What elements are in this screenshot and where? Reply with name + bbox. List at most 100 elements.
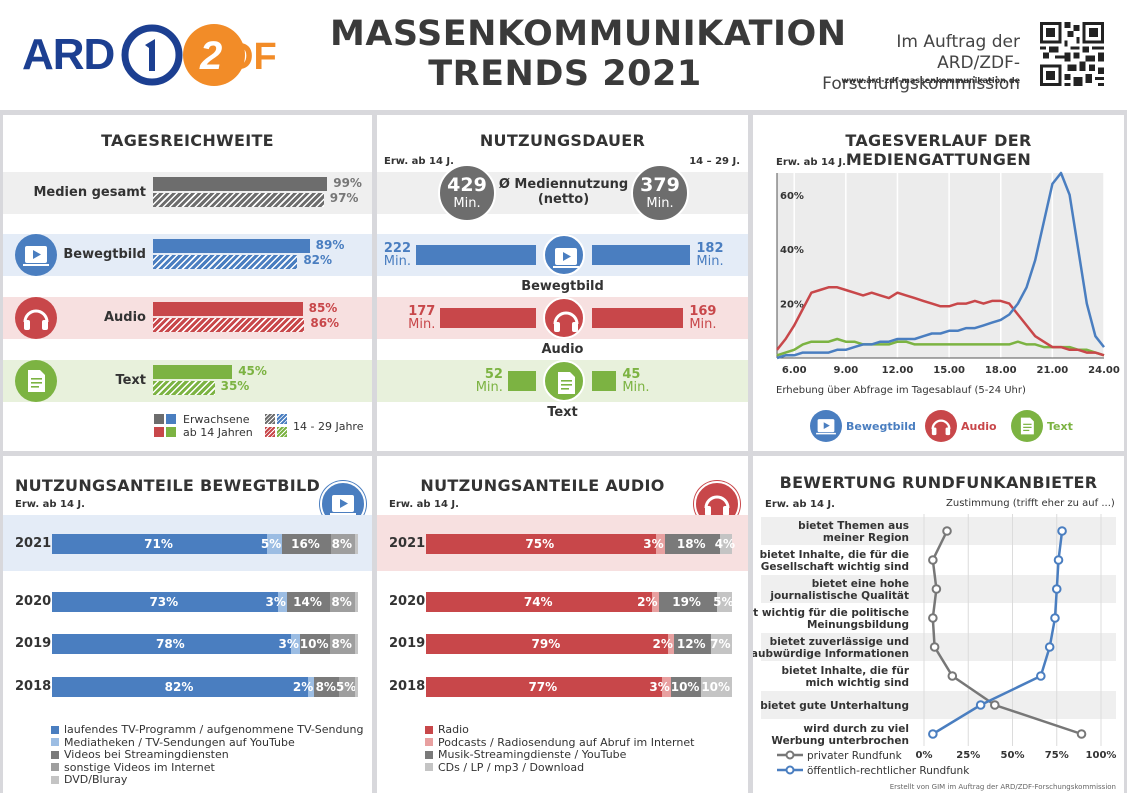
duration-value-adults: 52 Min. xyxy=(475,367,503,395)
legend-item: CDs / LP / mp3 / Download xyxy=(425,761,584,774)
tagesverlauf-note: Erhebung über Abfrage im Tagesablauf (5-… xyxy=(776,385,1026,396)
bar-segment: 19% xyxy=(658,592,717,612)
legend-swatch xyxy=(51,775,59,784)
bar-segment: 2% xyxy=(652,634,674,654)
rating-point xyxy=(1044,642,1055,652)
bar-segment-label: 2% xyxy=(637,595,658,609)
rating-point xyxy=(1036,671,1046,681)
reach-bar-young xyxy=(153,193,324,207)
statement-label: bietet Themen aus meiner Region xyxy=(798,520,909,544)
legend-item: DVD/Bluray xyxy=(51,773,127,786)
duration-category-label: Text xyxy=(547,405,578,420)
rating-point xyxy=(931,584,942,594)
bar-segment: 5% xyxy=(261,534,283,554)
legend-swatch xyxy=(51,725,59,734)
bar-segment-label: 5% xyxy=(260,537,282,551)
legend-swatch-text xyxy=(166,427,176,437)
bar-segment-label: 3% xyxy=(643,537,664,551)
rating-point xyxy=(1057,526,1067,536)
bar-segment-label: 3% xyxy=(649,680,670,694)
legend-label: privater Rundfunk xyxy=(807,750,903,762)
audio-anteile-title: NUTZUNGSANTEILE AUDIO xyxy=(420,476,665,495)
legend-label: sonstige Videos im Internet xyxy=(64,760,215,774)
legend-hatch-text xyxy=(277,427,287,437)
bewegtbild-anteile-panel: NUTZUNGSANTEILE BEWEGTBILD Erw. ab 14 J.… xyxy=(3,456,372,793)
right-group-label: 14 – 29 J. xyxy=(689,156,740,167)
y-tick-label: 40% xyxy=(780,245,804,256)
reach-bar-young xyxy=(153,318,305,332)
year-label: 2018 xyxy=(389,679,426,694)
svg-text:DF: DF xyxy=(226,36,277,78)
headphones-icon xyxy=(15,297,57,339)
document-icon xyxy=(15,360,57,402)
bar-segment: 8% xyxy=(330,634,355,654)
duration-value-young: 182 Min. xyxy=(696,241,724,269)
reach-bar-adults xyxy=(153,302,303,316)
legend-item: Radio xyxy=(425,723,469,736)
legend-item: Podcasts / Radiosendung auf Abruf im Int… xyxy=(425,736,694,749)
bar-segment xyxy=(354,634,358,654)
reach-value-young: 35% xyxy=(220,379,250,393)
bewegtbild-anteile-title: NUTZUNGSANTEILE BEWEGTBILD xyxy=(14,476,321,495)
nutzungsdauer-panel: NUTZUNGSDAUER Erw. ab 14 J. 14 – 29 J. 4… xyxy=(377,115,748,451)
bar-segment-label: 3% xyxy=(265,595,286,609)
year-label: 2020 xyxy=(15,594,52,609)
legend-item: Videos bei Streamingdiensten xyxy=(51,748,229,761)
reach-label: Text xyxy=(115,373,146,388)
legend-label: DVD/Bluray xyxy=(64,773,128,786)
statement-label: wird durch zu viel Werbung unterbrochen xyxy=(771,723,909,747)
legend-item: sonstige Videos im Internet xyxy=(51,761,215,774)
tagesverlauf-group: Erw. ab 14 J. xyxy=(776,157,846,168)
year-label: 2020 xyxy=(389,594,426,609)
x-tick-label: 12.00 xyxy=(882,365,914,376)
y-tick-label: 20% xyxy=(780,300,804,311)
reach-bar-adults xyxy=(153,177,328,191)
reach-bar-young xyxy=(153,255,298,269)
legend-swatch xyxy=(51,738,59,746)
legend-label: Audio xyxy=(961,420,997,433)
duration-bar-young xyxy=(592,245,691,265)
ard-logo-text: ARD xyxy=(22,30,115,79)
duration-category-label: Bewegtbild xyxy=(521,279,604,294)
reach-bar-young xyxy=(153,381,215,395)
bar-segment: 10% xyxy=(671,677,702,697)
website-link[interactable]: www.ard-zdf-massenkommunikation.de xyxy=(841,76,1020,85)
tagesverlauf-title: TAGESVERLAUF DER MEDIENGATTUNGEN xyxy=(845,131,1032,169)
total-label-line-2: (netto) xyxy=(537,192,590,207)
legend-hatch-total xyxy=(265,414,275,424)
bar-segment: 74% xyxy=(426,592,653,612)
series-line-audio xyxy=(776,286,1105,357)
legend-label: laufendes TV-Programm / aufgenommene TV-… xyxy=(64,723,364,736)
tagesreichweite-panel: TAGESREICHWEITE Erwachsene ab 14 Jahren … xyxy=(3,115,372,451)
x-tick-label: 18.00 xyxy=(985,365,1017,376)
tagesverlauf-line-chart: 6.00 9.00 12.00 15.00 18.00 21.00 24.00 20% 40% 6… xyxy=(776,171,1120,376)
left-group-label: Erw. ab 14 J. xyxy=(384,156,454,167)
statement-label: bietet Inhalte, die für die Gesellschaft … xyxy=(760,549,909,573)
legend-hatch-audio xyxy=(265,427,275,437)
total-left-value: 429 xyxy=(447,174,487,196)
bar-segment: 82% xyxy=(52,677,309,697)
legend-item: Mediatheken / TV-Sendungen auf YouTube xyxy=(51,736,295,749)
rating-point xyxy=(947,671,958,681)
bar-segment: 18% xyxy=(664,534,720,554)
reach-bar-adults xyxy=(153,239,310,253)
bar-segment: 3% xyxy=(649,677,671,697)
duration-bar-young xyxy=(592,308,684,328)
svg-text:2: 2 xyxy=(199,34,222,78)
bar-segment-label: 2% xyxy=(292,680,314,694)
year-label: 2021 xyxy=(389,536,426,551)
legend-label: Mediatheken / TV-Sendungen auf YouTube xyxy=(64,735,295,749)
statement-label: bietet Inhalte, die für mich wichtig sind xyxy=(782,665,910,689)
total-right-unit: Min. xyxy=(646,196,674,211)
bar-segment: 10% xyxy=(300,634,331,654)
x-tick-label: 100% xyxy=(1086,750,1117,761)
bar-segment: 75% xyxy=(426,534,656,554)
tagesverlauf-panel: TAGESVERLAUF DER MEDIENGATTUNGEN Erw. ab… xyxy=(753,115,1124,451)
legend-swatch-total xyxy=(154,414,164,424)
reach-label: Audio xyxy=(103,310,146,325)
duration-category-label: Audio xyxy=(541,342,584,357)
legend-hatch-video xyxy=(277,414,287,424)
document-icon xyxy=(543,360,585,402)
qr-code-icon[interactable] xyxy=(1040,22,1104,86)
bar-segment: 5% xyxy=(713,592,734,612)
